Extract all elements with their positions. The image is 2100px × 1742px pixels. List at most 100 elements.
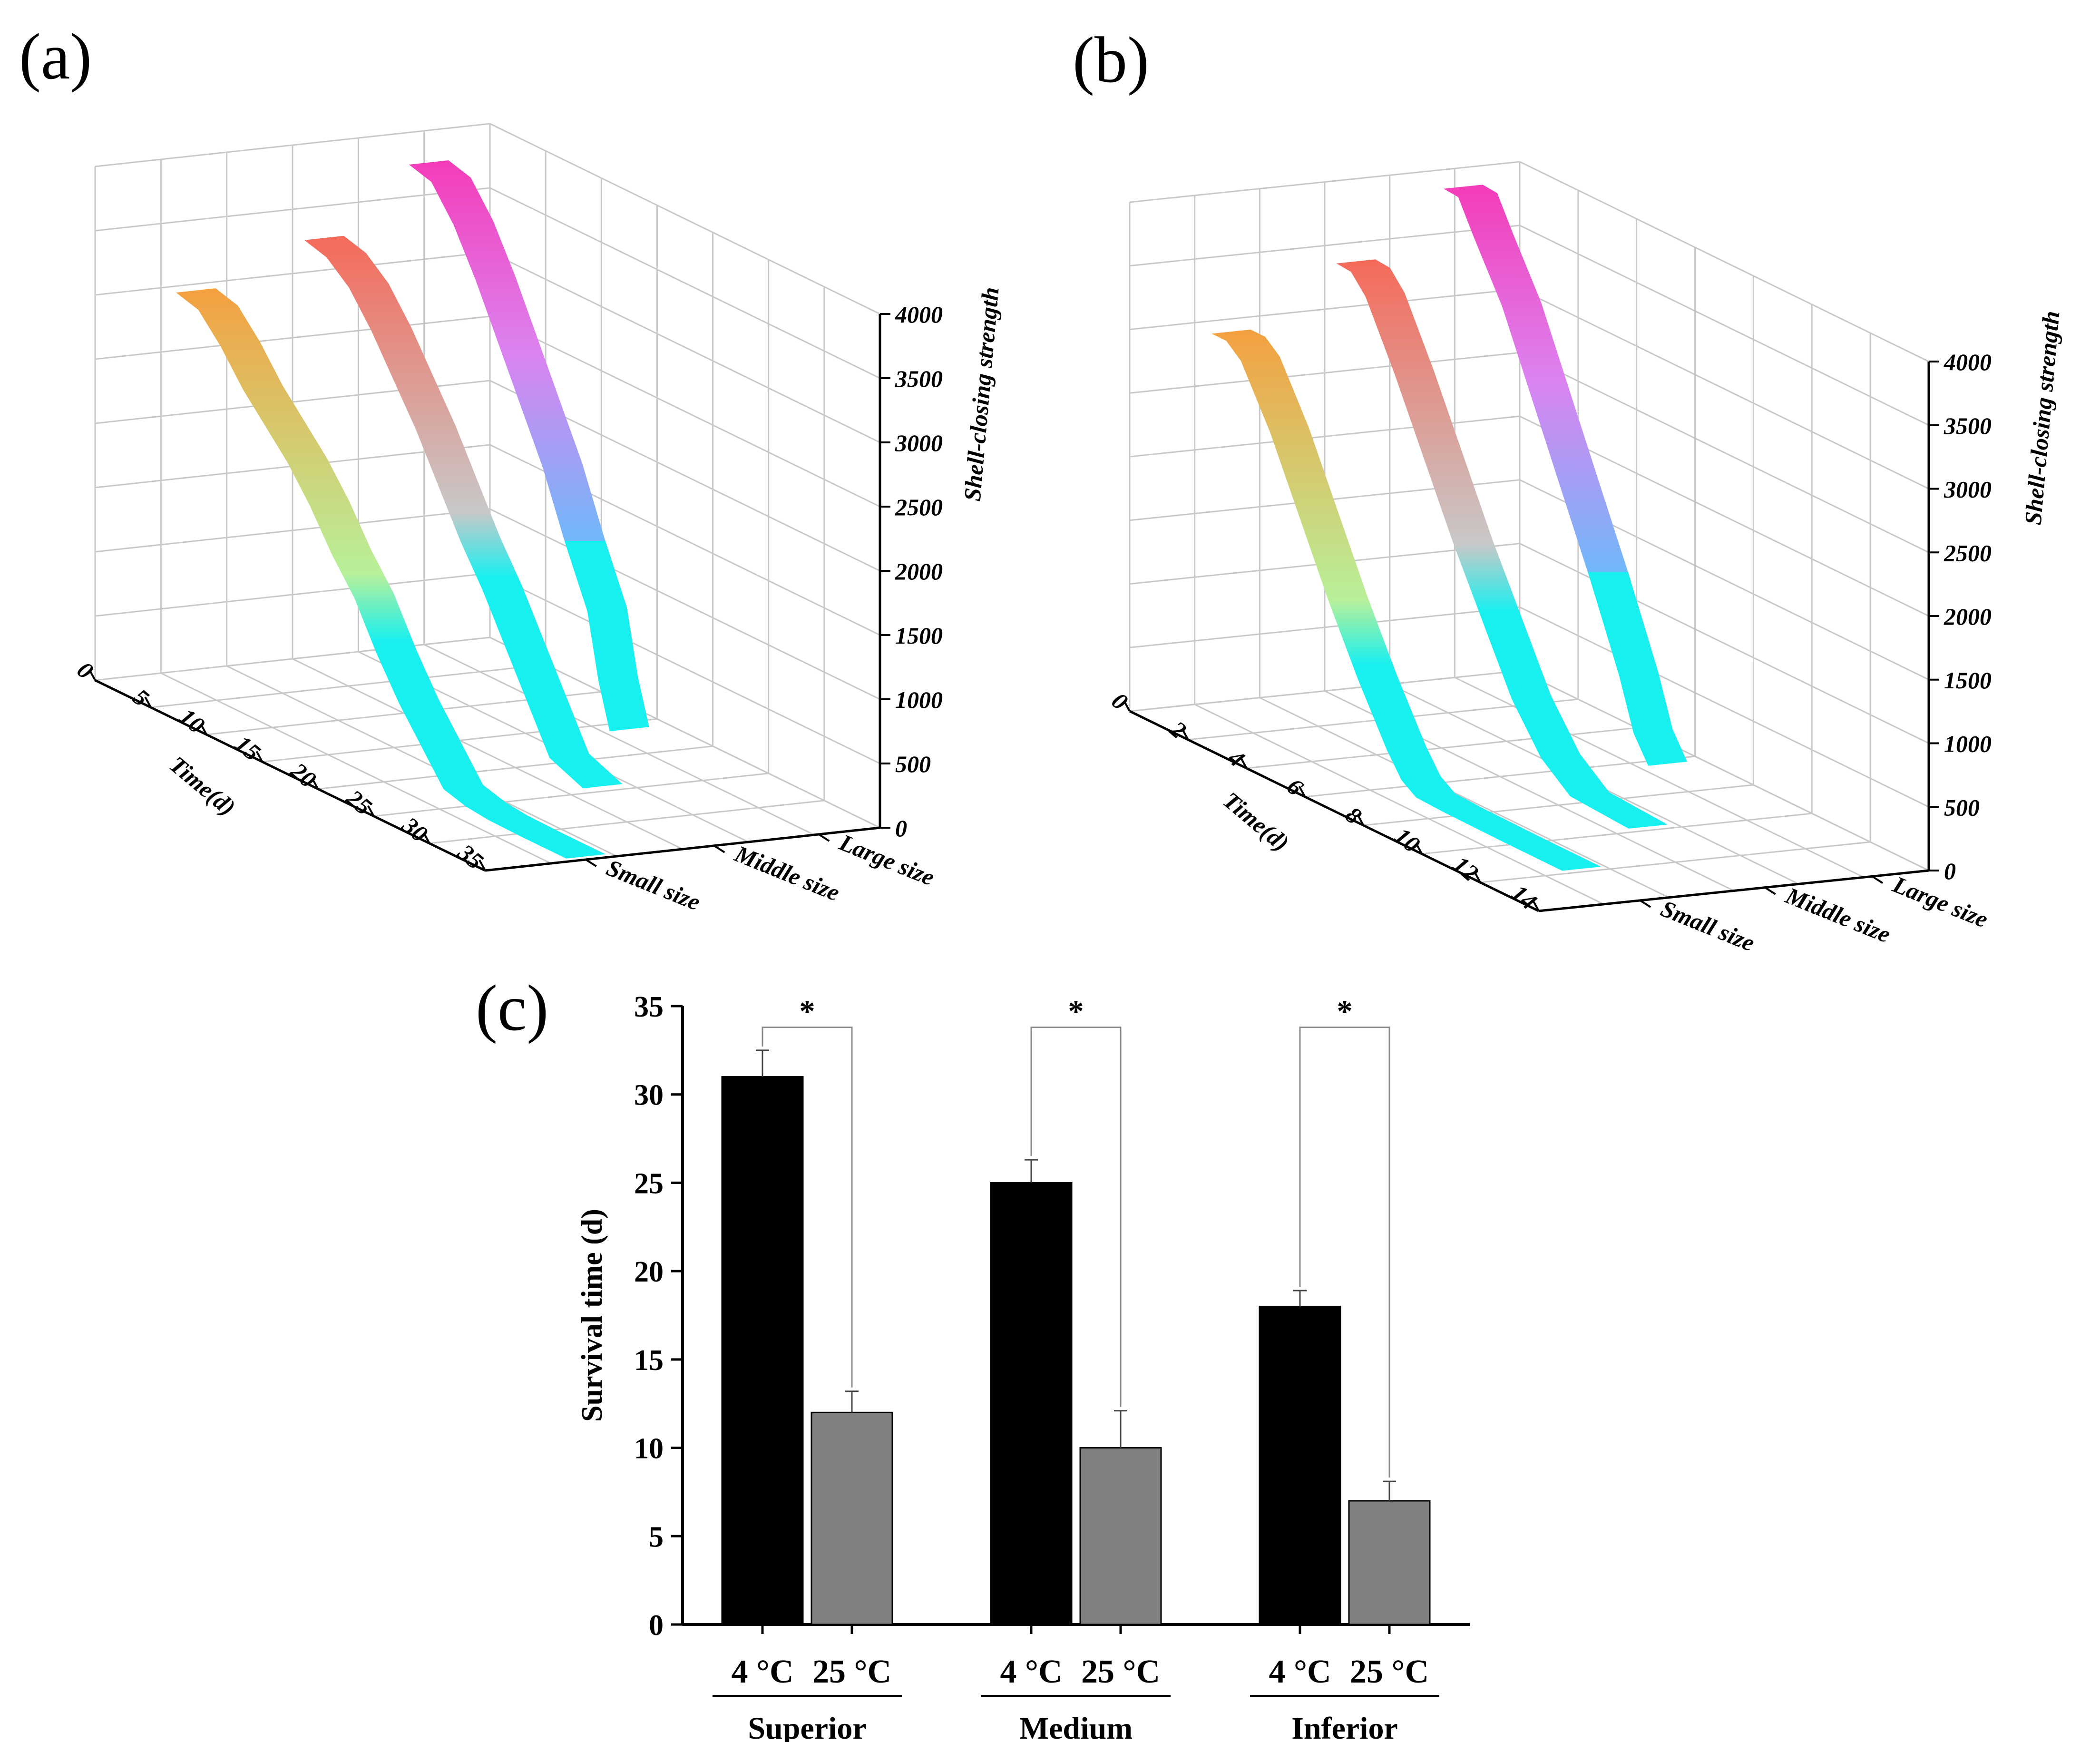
- strength-tick-label: 2000: [1944, 603, 1992, 630]
- category-label: Large size: [835, 829, 938, 891]
- category-label: Middle size: [1782, 882, 1895, 948]
- bar-inferior-4c: [1259, 1305, 1341, 1625]
- category-tick: [1640, 900, 1651, 908]
- significance-star: *: [800, 994, 815, 1029]
- category-tick: [818, 833, 830, 842]
- strength-tick-label: 3000: [1944, 476, 1992, 503]
- strength-tick-label: 4000: [1944, 349, 1992, 375]
- significance-star: *: [1068, 994, 1084, 1029]
- gridline-back-h: [95, 123, 490, 167]
- bar-superior-4c: [721, 1076, 804, 1625]
- category-label: 25 °C: [1081, 1654, 1160, 1690]
- gridline-back-h: [95, 315, 490, 360]
- y-tick-label: 25: [634, 1167, 664, 1200]
- time-tick: [88, 669, 96, 681]
- chart-c: 0 5 10 15 20 25 30 35 Survival time (d) 4 °C 25 °C…: [576, 991, 1470, 1742]
- strength-tick-label: 1500: [895, 622, 943, 649]
- category-label: 25 °C: [812, 1654, 891, 1690]
- category-tick: [713, 845, 725, 853]
- gridline-back-h: [1129, 352, 1520, 394]
- panel-label-a: (a): [19, 20, 92, 93]
- category-label: 4 °C: [1000, 1654, 1062, 1690]
- gridline-back-h: [95, 251, 490, 296]
- ribbon-large-size: [1444, 185, 1688, 766]
- time-tick: [144, 696, 152, 708]
- group-label: Superior: [748, 1711, 866, 1742]
- significance-bracket: [762, 1027, 853, 1388]
- category-label: Middle size: [731, 840, 843, 906]
- time-axis-title: Time(d): [165, 751, 241, 821]
- time-tick: [1474, 871, 1481, 883]
- time-tick: [1123, 700, 1131, 712]
- category-label: 25 °C: [1350, 1654, 1429, 1690]
- strength-tick-label: 3500: [895, 365, 943, 392]
- ribbon-middle-size: [304, 235, 623, 789]
- gridline-back-h: [95, 572, 490, 617]
- group-label: Medium: [1019, 1711, 1133, 1742]
- gridline-back-h: [1129, 288, 1520, 330]
- strength-tick-label: 0: [1944, 858, 1956, 884]
- gridline-floor-v: [292, 658, 683, 850]
- gridline-side-h: [1519, 606, 1929, 808]
- category-tick: [1764, 887, 1776, 895]
- strength-tick-label: 500: [1944, 794, 1980, 821]
- category-label: 4 °C: [1269, 1654, 1331, 1690]
- gridline-floor-v: [1259, 697, 1669, 899]
- y-tick-label: 20: [634, 1256, 664, 1288]
- y-tick-label: 15: [634, 1344, 664, 1377]
- y-tick-label: 35: [634, 991, 664, 1023]
- gridline-floor-v: [424, 644, 815, 836]
- time-axis-title: Time(d): [1218, 786, 1294, 856]
- time-tick: [1298, 786, 1306, 797]
- significance-bracket: [1030, 1027, 1122, 1407]
- ribbon-small-size: [176, 288, 606, 859]
- time-tick: [1182, 729, 1189, 740]
- bar-superior-25c: [811, 1411, 893, 1625]
- gridline-side-h: [1519, 161, 1929, 362]
- gridline-side-h: [1519, 352, 1929, 553]
- chart-b: 0246810121405001000150020002500300035004…: [1107, 161, 2065, 957]
- gridline-side-h: [1519, 543, 1929, 744]
- grid-a: [94, 123, 881, 871]
- time-axis-line: [94, 679, 486, 872]
- time-tick: [255, 751, 264, 763]
- strength-tick-label: 1500: [1944, 667, 1992, 694]
- strength-tick-label: 3500: [1944, 412, 1992, 439]
- gridline-back-h: [1129, 225, 1520, 267]
- time-tick: [1240, 757, 1248, 769]
- gridline-side-h: [1519, 288, 1929, 489]
- time-tick: [1532, 900, 1540, 911]
- category-axis-line: [485, 826, 880, 872]
- ribbon-large-size: [409, 160, 649, 732]
- gridline-back-h: [95, 508, 490, 553]
- category-axis-line: [1538, 869, 1929, 912]
- gridline-side-h: [489, 187, 880, 379]
- y-tick-label: 30: [634, 1079, 664, 1112]
- gridline-floor-v: [160, 672, 551, 864]
- strength-tick-label: 500: [895, 751, 931, 777]
- gridline-side-h: [489, 123, 880, 315]
- ribbon-middle-size: [1336, 259, 1668, 829]
- panel-label-b: (b): [1073, 23, 1149, 96]
- time-tick: [423, 832, 430, 844]
- ribbons-a: [176, 160, 649, 859]
- y-tick-label: 10: [634, 1433, 664, 1465]
- ribbons-b: [1211, 185, 1688, 871]
- strength-tick-label: 2000: [895, 558, 943, 585]
- gridline-side-h: [489, 572, 880, 764]
- category-label: 4 °C: [731, 1654, 793, 1690]
- time-tick: [1415, 843, 1423, 854]
- time-tick: [311, 778, 319, 790]
- chart-a: 0510152025303505001000150020002500300035…: [72, 123, 1004, 916]
- gridline-floor-v: [226, 665, 617, 857]
- bar-inferior-25c: [1348, 1500, 1431, 1625]
- y-tick-label: 5: [649, 1521, 664, 1553]
- time-tick: [367, 805, 375, 817]
- gridline-side-h: [489, 251, 880, 443]
- gridline-side-h: [489, 315, 880, 508]
- category-tick: [1872, 875, 1884, 884]
- strength-tick-label: 3000: [895, 430, 943, 456]
- gridline-back-h: [95, 187, 490, 232]
- bar-medium-25c: [1079, 1447, 1162, 1625]
- significance-bracket: [1299, 1027, 1390, 1478]
